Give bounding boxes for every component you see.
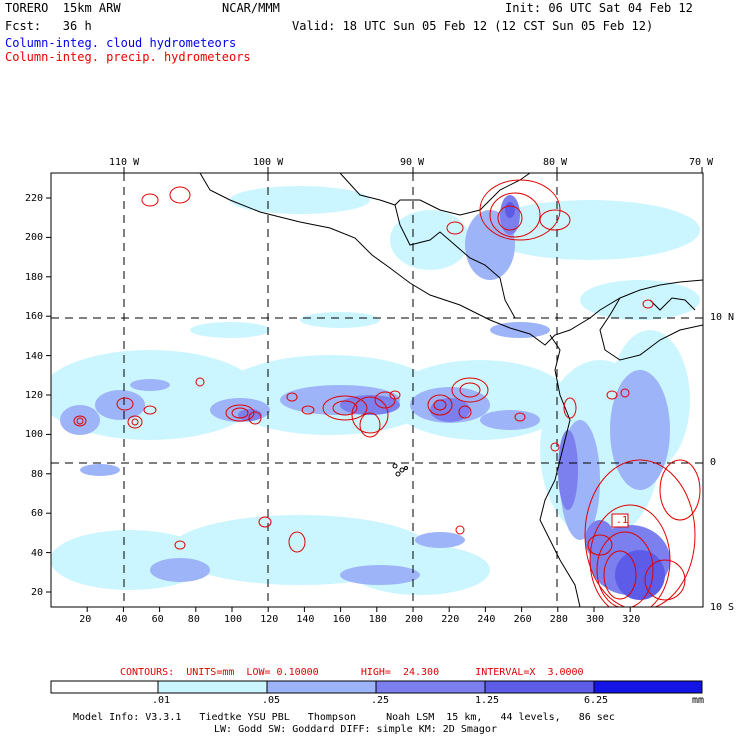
x-tick-label: 40 [115,614,128,625]
y-tick-label: 160 [25,311,44,323]
y-tick-label: 220 [25,193,44,204]
forecast-hour: Fcst: 36 h [5,19,92,33]
x-tick-label: 280 [549,614,568,625]
graticule [51,173,703,607]
contour-label: .1 [616,515,629,526]
x-tick-label: 140 [296,614,315,625]
y-tick-label: 60 [31,508,44,520]
y-tick-label: 200 [25,232,44,244]
x-tick-label: 180 [368,614,387,625]
y-tick-label: 120 [25,390,44,401]
lon-label: 110 W [109,157,140,168]
y-tick-label: 40 [31,547,44,559]
cloud-shading-light [51,186,700,595]
y-tick-label: 20 [31,587,44,598]
contour-label-box [611,513,629,528]
model-info: Model Info: V3.3.1 Tiedtke YSU PBL Thomp… [73,712,615,723]
x-tick-marks [86,607,631,612]
init-time: Init: 06 UTC Sat 04 Feb 12 [505,1,693,15]
colorbar-label: 1.25 [475,695,500,706]
colorbar-bin [375,680,486,694]
lat-label: 0 [710,457,717,468]
colorbar-label: .25 [371,695,390,706]
lat-label: 10 N [710,312,735,323]
y-tick-label: 80 [31,468,44,480]
valid-time: Valid: 18 UTC Sun 05 Feb 12 (12 CST Sun … [292,19,654,33]
colorbar-unit: mm [692,695,705,706]
coastlines [199,173,703,607]
x-tick-label: 60 [151,614,164,625]
x-tick-label: 320 [622,614,641,625]
lon-tick-marks [123,167,703,173]
x-tick-label: 240 [477,614,496,625]
y-tick-label: 180 [25,271,44,283]
x-tick-label: 220 [441,614,460,625]
colorbar-bin [266,680,377,694]
lon-label: 100 W [253,157,284,168]
x-tick-label: 300 [586,614,605,625]
colorbar-label: .01 [152,695,171,706]
model-title: TORERO 15km ARW [5,1,121,15]
org-label: NCAR/MMM [222,1,280,15]
colorbar-bin [593,680,703,694]
x-tick-label: 260 [513,614,532,625]
colorbar-bin [50,680,159,694]
colorbar-label: 6.25 [584,695,609,706]
lon-label: 70 W [689,157,714,168]
cloud-shading-medium [60,210,670,585]
y-tick-label: 140 [25,350,44,362]
lon-label: 80 W [543,157,568,168]
y-tick-label: 100 [25,429,44,441]
precip-contours [73,179,701,607]
contours-info: CONTOURS: UNITS=mm LOW= 0.10000 HIGH= 24… [120,667,584,678]
model-physics: LW: Godd SW: Goddard DIFF: simple KM: 2D… [214,724,497,735]
x-tick-label: 120 [260,614,279,625]
colorbar [50,680,703,694]
x-tick-label: 80 [187,614,200,625]
colorbar-bin [157,680,268,694]
x-tick-label: 200 [405,614,424,625]
field-precip-label: Column-integ. precip. hydrometeors [5,50,251,64]
field-cloud-label: Column-integ. cloud hydrometeors [5,36,237,50]
y-tick-marks [46,197,51,593]
colorbar-bin [484,680,595,694]
colorbar-label: .05 [262,695,281,706]
x-tick-label: 100 [224,614,243,625]
lat-label: 10 S [710,602,735,613]
x-tick-label: 160 [332,614,351,625]
lon-label: 90 W [400,157,425,168]
x-tick-label: 20 [79,614,92,625]
